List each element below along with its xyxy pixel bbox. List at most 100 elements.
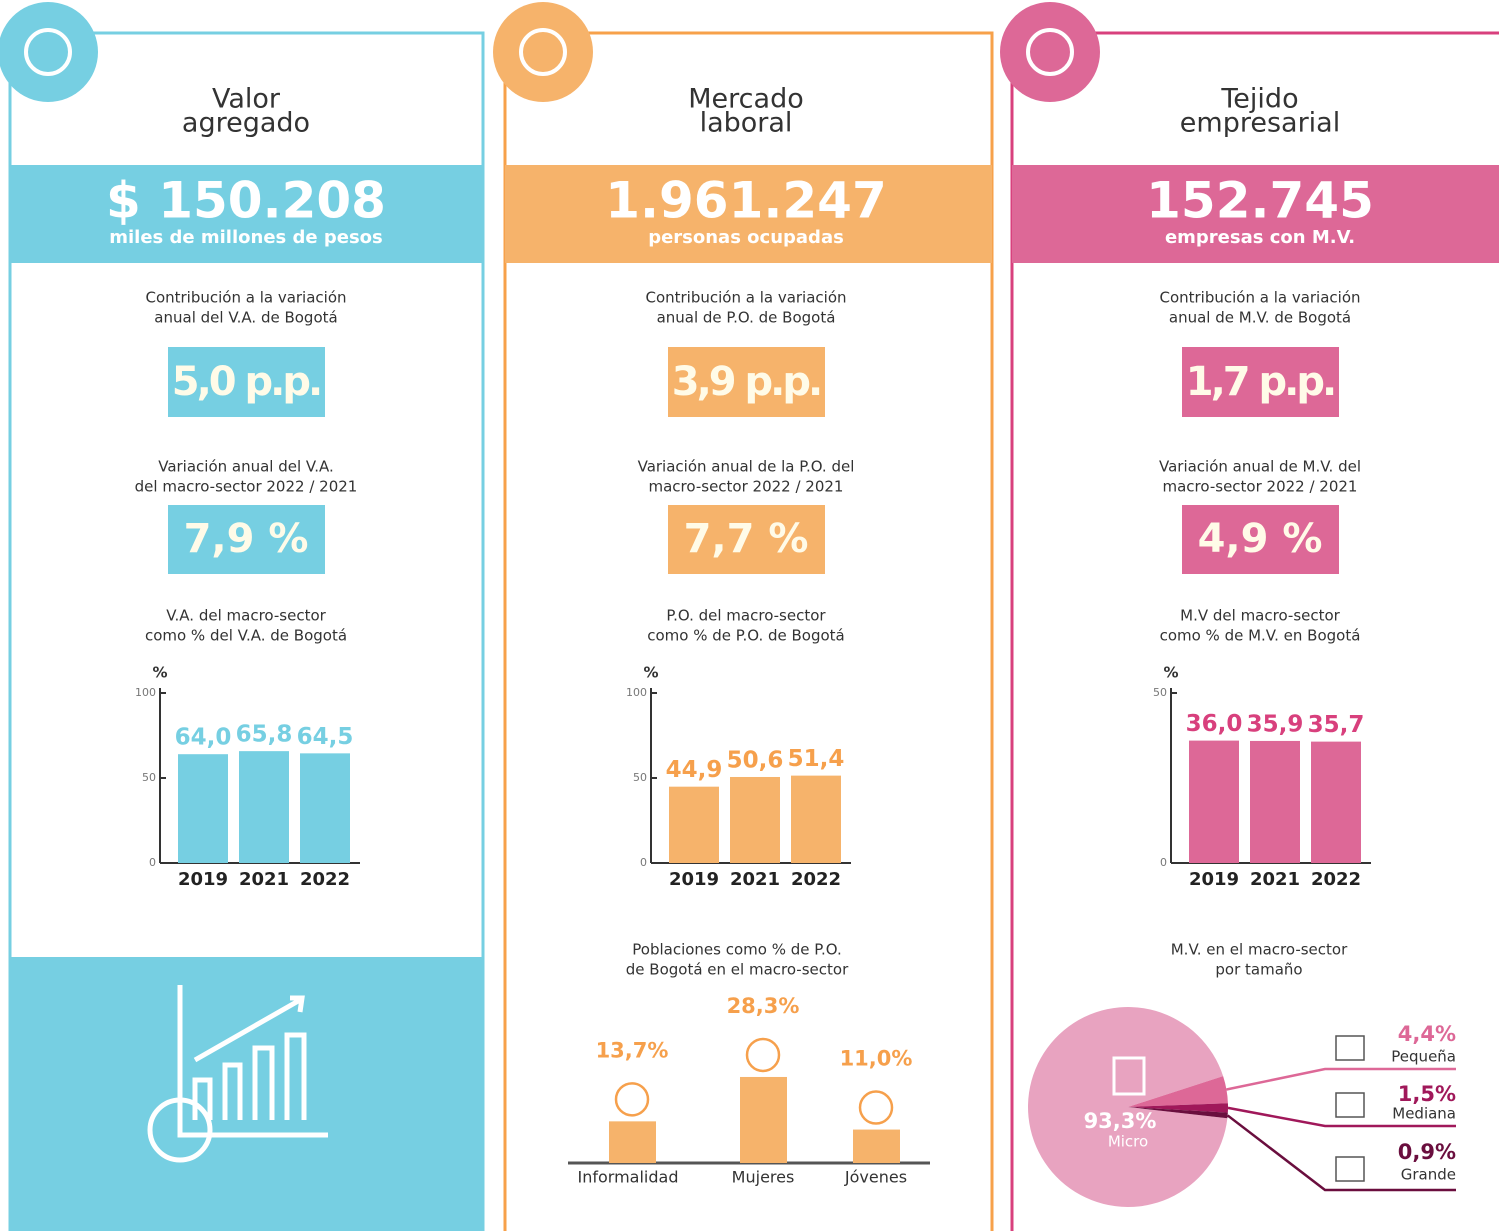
headline-sub: miles de millones de pesos <box>109 227 383 248</box>
value-label: 28,3% <box>727 994 800 1018</box>
population-icon <box>614 1082 650 1117</box>
panel-title: agregado <box>182 108 310 139</box>
y-tick-label: 50 <box>633 771 647 784</box>
kpi-box <box>168 347 325 417</box>
headline-sub: empresas con M.V. <box>1165 227 1355 248</box>
header-band <box>505 165 992 263</box>
y-tick-label: 50 <box>1153 686 1167 699</box>
label: anual de P.O. de Bogotá <box>657 309 836 327</box>
bar <box>300 753 350 863</box>
chart-title: M.V. en el macro-sector <box>1171 941 1348 959</box>
x-tick-label: 2019 <box>669 869 719 890</box>
bar <box>730 776 780 863</box>
header-band <box>1012 165 1499 263</box>
bar <box>239 751 289 863</box>
panel-title: Mercado <box>688 84 803 115</box>
chart-title: por tamaño <box>1215 961 1302 979</box>
x-tick-label: 2021 <box>239 869 289 890</box>
kpi-box <box>668 347 825 417</box>
panel-border <box>503 31 994 1231</box>
kpi-box <box>1182 505 1339 574</box>
headline: $ 150.208 <box>106 172 386 230</box>
value-label: 35,7 <box>1308 712 1365 738</box>
x-tick-label: 2019 <box>178 869 228 890</box>
panel-title: Valor <box>212 84 281 115</box>
icon-circle <box>493 2 593 102</box>
y-axis-label: % <box>1163 664 1178 682</box>
population-icon <box>745 1037 781 1073</box>
headline: 152.745 <box>1146 172 1374 230</box>
label: anual de M.V. de Bogotá <box>1169 309 1351 327</box>
label: P.O. del macro-sector <box>666 607 826 625</box>
size-icon <box>1335 1092 1365 1118</box>
label: Variación anual de la P.O. del <box>638 458 855 476</box>
value-label: 0,9% <box>1398 1140 1456 1164</box>
bar <box>740 1076 787 1163</box>
bar <box>609 1121 656 1163</box>
label: M.V del macro-sector <box>1180 607 1341 625</box>
category-label: Mujeres <box>732 1168 795 1187</box>
bar <box>1250 740 1300 863</box>
kpi: 7,7 % <box>684 516 809 562</box>
y-tick-label: 50 <box>142 771 156 784</box>
chart-title: de Bogotá en el macro-sector <box>626 961 849 979</box>
category-label: Grande <box>1401 1166 1456 1184</box>
value-label: 93,3% <box>1084 1109 1157 1133</box>
pie-slice <box>1128 1103 1228 1113</box>
category-label: Pequeña <box>1391 1048 1456 1066</box>
pie-slice <box>1128 1107 1228 1119</box>
category-label: Informalidad <box>578 1168 679 1187</box>
headline-sub: personas ocupadas <box>648 227 844 248</box>
value-label: 64,0 <box>175 725 232 751</box>
label: macro-sector 2022 / 2021 <box>649 478 844 496</box>
panel-title: Tejido <box>1220 84 1298 115</box>
label: Contribución a la variación <box>145 289 346 307</box>
pie-slice <box>1128 1076 1228 1107</box>
x-tick-label: 2019 <box>1189 869 1239 890</box>
decor-icon <box>147 1097 213 1163</box>
label: Variación anual de M.V. del <box>1159 458 1361 476</box>
icon-glyph <box>1026 28 1074 76</box>
y-axis-label: % <box>152 664 167 682</box>
bar <box>853 1129 900 1163</box>
micro-icon <box>1112 1056 1146 1096</box>
kpi: 3,9 p.p. <box>672 359 820 405</box>
value-label: 4,4% <box>1398 1022 1456 1046</box>
value-label: 44,9 <box>666 757 723 783</box>
x-tick-label: 2021 <box>1250 869 1300 890</box>
bar <box>791 775 841 863</box>
panel-title: laboral <box>700 108 793 139</box>
kpi-box <box>168 505 325 574</box>
label: del macro-sector 2022 / 2021 <box>135 478 358 496</box>
size-icon <box>1335 1035 1365 1061</box>
bar <box>1189 740 1239 863</box>
kpi: 4,9 % <box>1198 516 1323 562</box>
bar <box>178 754 228 863</box>
x-tick-label: 2022 <box>1311 869 1361 890</box>
headline: 1.961.247 <box>605 172 887 230</box>
value-label: 1,5% <box>1398 1082 1456 1106</box>
leader-line <box>1226 1114 1456 1192</box>
icon-glyph <box>519 28 567 76</box>
icon-circle <box>1000 2 1100 102</box>
x-tick-label: 2021 <box>730 869 780 890</box>
label: como % de M.V. en Bogotá <box>1160 627 1361 645</box>
panel-title: empresarial <box>1180 108 1340 139</box>
leader-line <box>1226 1067 1456 1091</box>
value-label: 35,9 <box>1247 711 1304 737</box>
label: Contribución a la variación <box>1159 289 1360 307</box>
kpi-box <box>668 505 825 574</box>
category-label: Micro <box>1108 1133 1148 1151</box>
icon-glyph <box>24 28 72 76</box>
label: V.A. del macro-sector <box>166 607 326 625</box>
panel-border <box>8 31 485 1231</box>
value-label: 50,6 <box>727 747 784 773</box>
y-tick-label: 0 <box>149 856 156 869</box>
value-label: 13,7% <box>596 1038 669 1062</box>
label: como % del V.A. de Bogotá <box>145 627 347 645</box>
icon-circle <box>0 2 98 102</box>
value-label: 36,0 <box>1186 711 1243 737</box>
category-label: Mediana <box>1392 1105 1456 1123</box>
y-tick-label: 0 <box>640 856 647 869</box>
